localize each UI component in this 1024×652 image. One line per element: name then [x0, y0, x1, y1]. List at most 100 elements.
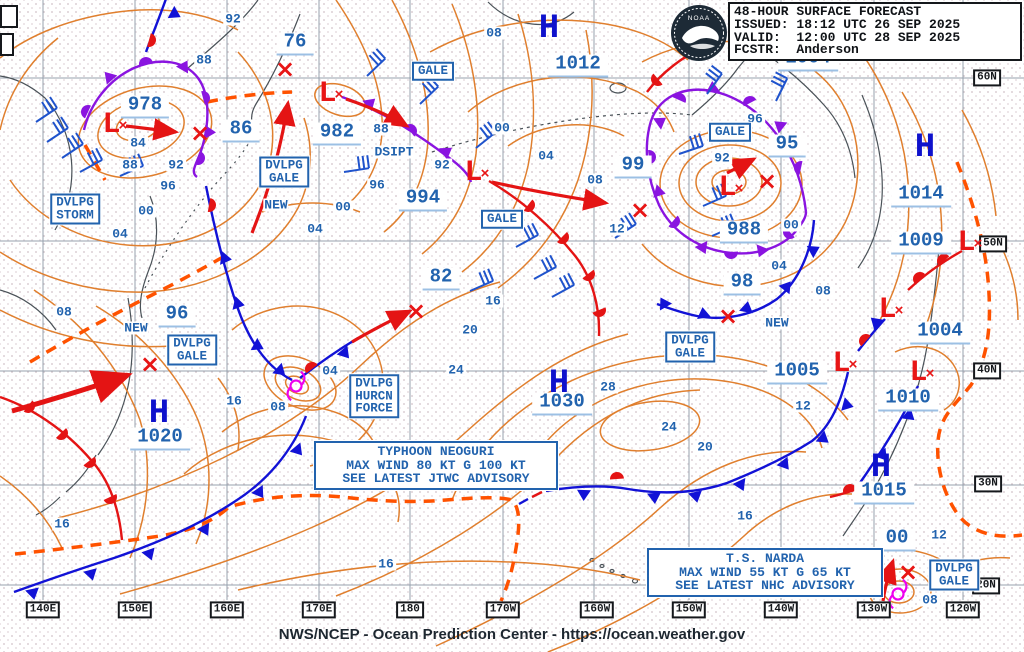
pressure-value: 86 — [222, 119, 260, 143]
forecast-position-x-mark: × — [756, 167, 778, 195]
isobar-label: 12 — [793, 398, 813, 414]
cold-front — [13, 0, 920, 594]
isobar-label: 08 — [54, 304, 74, 320]
hazard-box: GALE — [411, 61, 455, 81]
low-pressure-symbol: L× — [832, 347, 858, 381]
pressure-value: 1009 — [891, 231, 951, 255]
pressure-value: 1004 — [910, 321, 970, 345]
high-pressure-symbol: H — [870, 449, 892, 487]
isobar-label: 24 — [659, 419, 679, 435]
lon-box: 150W — [671, 601, 707, 619]
edge-label-fragment — [0, 5, 18, 28]
issued-line: ISSUED: 18:12 UTC 26 SEP 2025 — [734, 16, 961, 32]
isobar-label: 20 — [695, 439, 715, 455]
hazard-box: GALE — [708, 122, 752, 142]
lon-box: 180 — [396, 601, 424, 619]
lat-box: 40N — [973, 362, 1001, 380]
isobar-label: 12 — [607, 221, 627, 237]
low-pressure-symbol: L× — [102, 108, 128, 142]
isobar-label: 20 — [460, 322, 480, 338]
forecast-position-x-mark: × — [274, 55, 296, 83]
isobar-label: 04 — [320, 363, 340, 379]
forecast-position-x-mark: × — [897, 558, 919, 586]
isobar-label: 08 — [585, 172, 605, 188]
low-pressure-symbol: L× — [718, 171, 744, 205]
lat-box: 50N — [979, 235, 1007, 253]
hazard-box: DVLPG GALE — [167, 334, 217, 366]
pressure-value: 1010 — [878, 388, 938, 412]
pressure-value: 1020 — [130, 427, 190, 451]
isobar-label: 92 — [712, 150, 732, 166]
isobar-label: 00 — [136, 203, 156, 219]
forecast-title-box: 48-HOUR SURFACE FORECAST ISSUED: 18:12 U… — [728, 2, 1022, 62]
grid-lines — [0, 0, 1024, 600]
hazard-box: DVLPG GALE — [929, 559, 979, 591]
isobar-label: 16 — [483, 293, 503, 309]
low-pressure-symbol: L× — [464, 156, 490, 190]
typhoon-neoguri-advisory-box: TYPHOON NEOGURI MAX WIND 80 KT G 100 KT … — [314, 441, 558, 490]
storm-wind: MAX WIND 55 KT G 65 KT — [679, 564, 851, 580]
isobar-label: 04 — [305, 221, 325, 237]
status-label: NEW — [263, 197, 289, 213]
high-pressure-symbol: H — [148, 395, 170, 433]
high-pressure-symbol: H — [914, 129, 936, 167]
isobar-label: 96 — [745, 111, 765, 127]
isobar-label: 16 — [376, 556, 396, 572]
pressure-value: 76 — [276, 32, 314, 56]
dissipating-front — [14, 90, 1023, 602]
pressure-value: 82 — [422, 267, 460, 291]
isobar-label: 96 — [158, 178, 178, 194]
pressure-value: 988 — [719, 220, 769, 244]
lon-box: 160E — [209, 601, 245, 619]
isobar-label: 00 — [333, 199, 353, 215]
pressure-value: 1012 — [548, 54, 608, 78]
pressure-value: 00 — [878, 528, 916, 552]
status-label: NEW — [764, 315, 790, 331]
hazard-box: DVLPG GALE — [665, 331, 715, 363]
pressure-value: 99 — [614, 155, 652, 179]
isobar-label: 96 — [367, 177, 387, 193]
pressure-value: 1005 — [767, 361, 827, 385]
low-pressure-symbol: L× — [318, 77, 344, 111]
status-label: DSIPT — [373, 144, 415, 160]
pressure-value: 98 — [723, 272, 761, 296]
isobar-label: 08 — [484, 25, 504, 41]
isobar-label: 88 — [371, 121, 391, 137]
lon-box: 120W — [945, 601, 981, 619]
attribution-text: NWS/NCEP - Ocean Prediction Center - htt… — [278, 626, 746, 643]
forecast-position-x-mark: × — [139, 350, 161, 378]
lon-box: 130W — [856, 601, 892, 619]
isobar-label: 92 — [223, 11, 243, 27]
pressure-value: 1014 — [891, 184, 951, 208]
forecast-position-x-mark: × — [405, 297, 427, 325]
isobar-label: 16 — [224, 393, 244, 409]
title-line: 48-HOUR SURFACE FORECAST — [734, 4, 922, 19]
storm-name: T.S. NARDA — [725, 551, 804, 566]
edge-label-fragment — [0, 33, 14, 56]
pressure-value: 1015 — [854, 481, 914, 505]
isobar-label: 16 — [52, 516, 72, 532]
forecast-position-x-mark: × — [629, 196, 651, 224]
ts-narda-advisory-box: T.S. NARDA MAX WIND 55 KT G 65 KT SEE LA… — [647, 548, 883, 597]
storm-name: TYPHOON NEOGURI — [377, 444, 495, 459]
isobar-label: 08 — [813, 283, 833, 299]
hazard-box: DVLPG STORM — [50, 193, 100, 225]
isobar-label: 28 — [598, 379, 618, 395]
pressure-value: 994 — [398, 188, 448, 212]
pressure-value: 95 — [768, 134, 806, 158]
storm-advisory-ref: SEE LATEST NHC ADVISORY — [675, 578, 855, 594]
isobar-label: 04 — [536, 148, 556, 164]
isobar-label: 12 — [929, 527, 949, 543]
high-pressure-symbol: H — [538, 10, 560, 48]
isobar-label: 24 — [446, 362, 466, 378]
low-pressure-symbol: L× — [878, 293, 904, 327]
lon-box: 140W — [763, 601, 799, 619]
svg-text:NOAA: NOAA — [688, 15, 710, 22]
lat-box: 60N — [973, 69, 1001, 87]
isobar-label: 16 — [735, 508, 755, 524]
isobar-label: 88 — [194, 52, 214, 68]
hazard-box: GALE — [480, 209, 524, 229]
isobar-label: 92 — [432, 157, 452, 173]
